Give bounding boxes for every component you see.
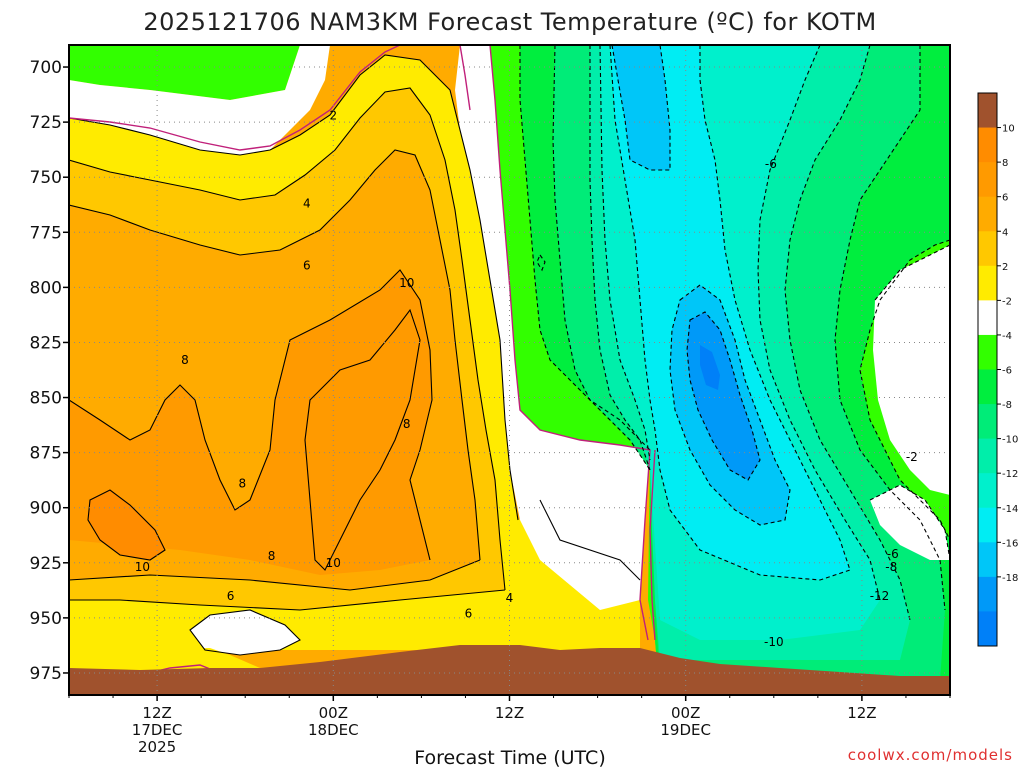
colorbar-bin [978, 438, 997, 474]
contour-label: 6 [227, 589, 235, 603]
colorbar-label: -10 [1002, 435, 1018, 446]
orange-10-12-pocket-left [88, 490, 165, 560]
cold-minus18-core [700, 345, 720, 390]
colorbar-label: -2 [1002, 296, 1012, 307]
cold-minus12-layer [610, 45, 850, 580]
colorbar: 10 8 6 4 2 -2 -4 -6 -8 -10 -12 -14 -16 -18 [977, 92, 1018, 647]
x-axis-label: Forecast Time (UTC) [414, 747, 605, 768]
cold-minus14-upper-pocket [612, 45, 670, 170]
colorbar-bin [978, 265, 997, 301]
contour-label: 6 [465, 606, 473, 620]
colorbar-label: 2 [1002, 262, 1008, 273]
y-tick-label: 825 [30, 333, 62, 353]
colorbar-bin [978, 404, 997, 440]
colorbar-label: -4 [1002, 331, 1012, 342]
x-tick-label: 12Z [142, 704, 171, 722]
x-tick-label: 18DEC [308, 721, 359, 739]
contour-label: 4 [303, 197, 311, 211]
credit-text: coolwx.com/models [848, 746, 1013, 764]
y-tick-label: 950 [30, 609, 62, 629]
y-tick-label: 750 [30, 168, 62, 188]
low-level-near-zero-pocket [190, 610, 300, 655]
x-tick-label: 2025 [138, 738, 176, 756]
colorbar-label: 4 [1002, 227, 1008, 238]
y-tick-label: 925 [30, 554, 62, 574]
colorbar-bin [978, 542, 997, 578]
colorbar-label: 6 [1002, 193, 1008, 204]
x-tick-label: 19DEC [660, 721, 711, 739]
contour-label: 10 [399, 276, 414, 290]
y-axis: 700 725 750 775 800 825 850 875 900 925 950 975 [30, 58, 69, 684]
contour-label: 10 [135, 560, 150, 574]
contour-label: 6 [303, 258, 311, 272]
upper-right-near-zero-pocket [873, 245, 950, 495]
colorbar-bin [978, 162, 997, 198]
colorbar-bin [978, 369, 997, 405]
colorbar-label: -16 [1002, 538, 1018, 549]
contour-label: -6 [887, 547, 899, 561]
upper-left-cold-green [69, 45, 300, 100]
x-tick-label: 00Z [319, 704, 348, 722]
contour-label: 2 [329, 109, 337, 123]
plot-area [69, 45, 950, 695]
positive-contours [69, 54, 641, 656]
y-tick-label: 850 [30, 389, 62, 409]
colorbar-bin [978, 300, 997, 336]
low-level-cold-near-zero-pocket [870, 485, 950, 560]
contour-label: 8 [403, 417, 411, 431]
y-tick-label: 725 [30, 113, 62, 133]
contour-label: -6 [765, 157, 777, 171]
colorbar-bin [978, 93, 997, 129]
colorbar-bin [978, 576, 997, 612]
colorbar-bin [978, 507, 997, 543]
contour-label: -12 [870, 589, 890, 603]
y-tick-label: 875 [30, 444, 62, 464]
contour-label: 8 [238, 476, 246, 490]
chart-title: 2025121706 NAM3KM Forecast Temperature (… [143, 8, 876, 36]
contour-label: -8 [885, 560, 897, 574]
y-tick-label: 900 [30, 499, 62, 519]
contour-label: -10 [764, 635, 784, 649]
upper-left-near-zero-band [69, 45, 330, 155]
colorbar-label: 8 [1002, 158, 1008, 169]
x-tick-label: 12Z [495, 704, 524, 722]
contour-label: 10 [326, 556, 341, 570]
x-tick-label: 12Z [847, 704, 876, 722]
contour-label: 4 [506, 591, 514, 605]
colorbar-label: -14 [1002, 504, 1018, 515]
x-tick-label: 00Z [671, 704, 700, 722]
y-tick-label: 700 [30, 58, 62, 78]
colorbar-label: -18 [1002, 573, 1018, 584]
colorbar-bin [978, 473, 997, 509]
x-tick-label: 17DEC [132, 721, 183, 739]
y-tick-label: 800 [30, 278, 62, 298]
colorbar-label: -8 [1002, 400, 1012, 411]
colorbar-bin [978, 127, 997, 163]
contour-label: -2 [906, 450, 918, 464]
colorbar-bin [978, 334, 997, 370]
colorbar-bin [978, 611, 997, 647]
colorbar-label: 10 [1002, 124, 1015, 135]
y-tick-label: 775 [30, 223, 62, 243]
contour-label: 8 [181, 353, 189, 367]
colorbar-bin [978, 196, 997, 232]
colorbar-label: -12 [1002, 469, 1018, 480]
frontal-near-zero-band [455, 45, 650, 610]
negative-contours [519, 45, 950, 621]
colorbar-label: -6 [1002, 366, 1012, 377]
y-tick-label: 975 [30, 664, 62, 684]
colorbar-bin [978, 231, 997, 267]
grid-lines [69, 45, 950, 695]
contour-label: 8 [268, 549, 276, 563]
